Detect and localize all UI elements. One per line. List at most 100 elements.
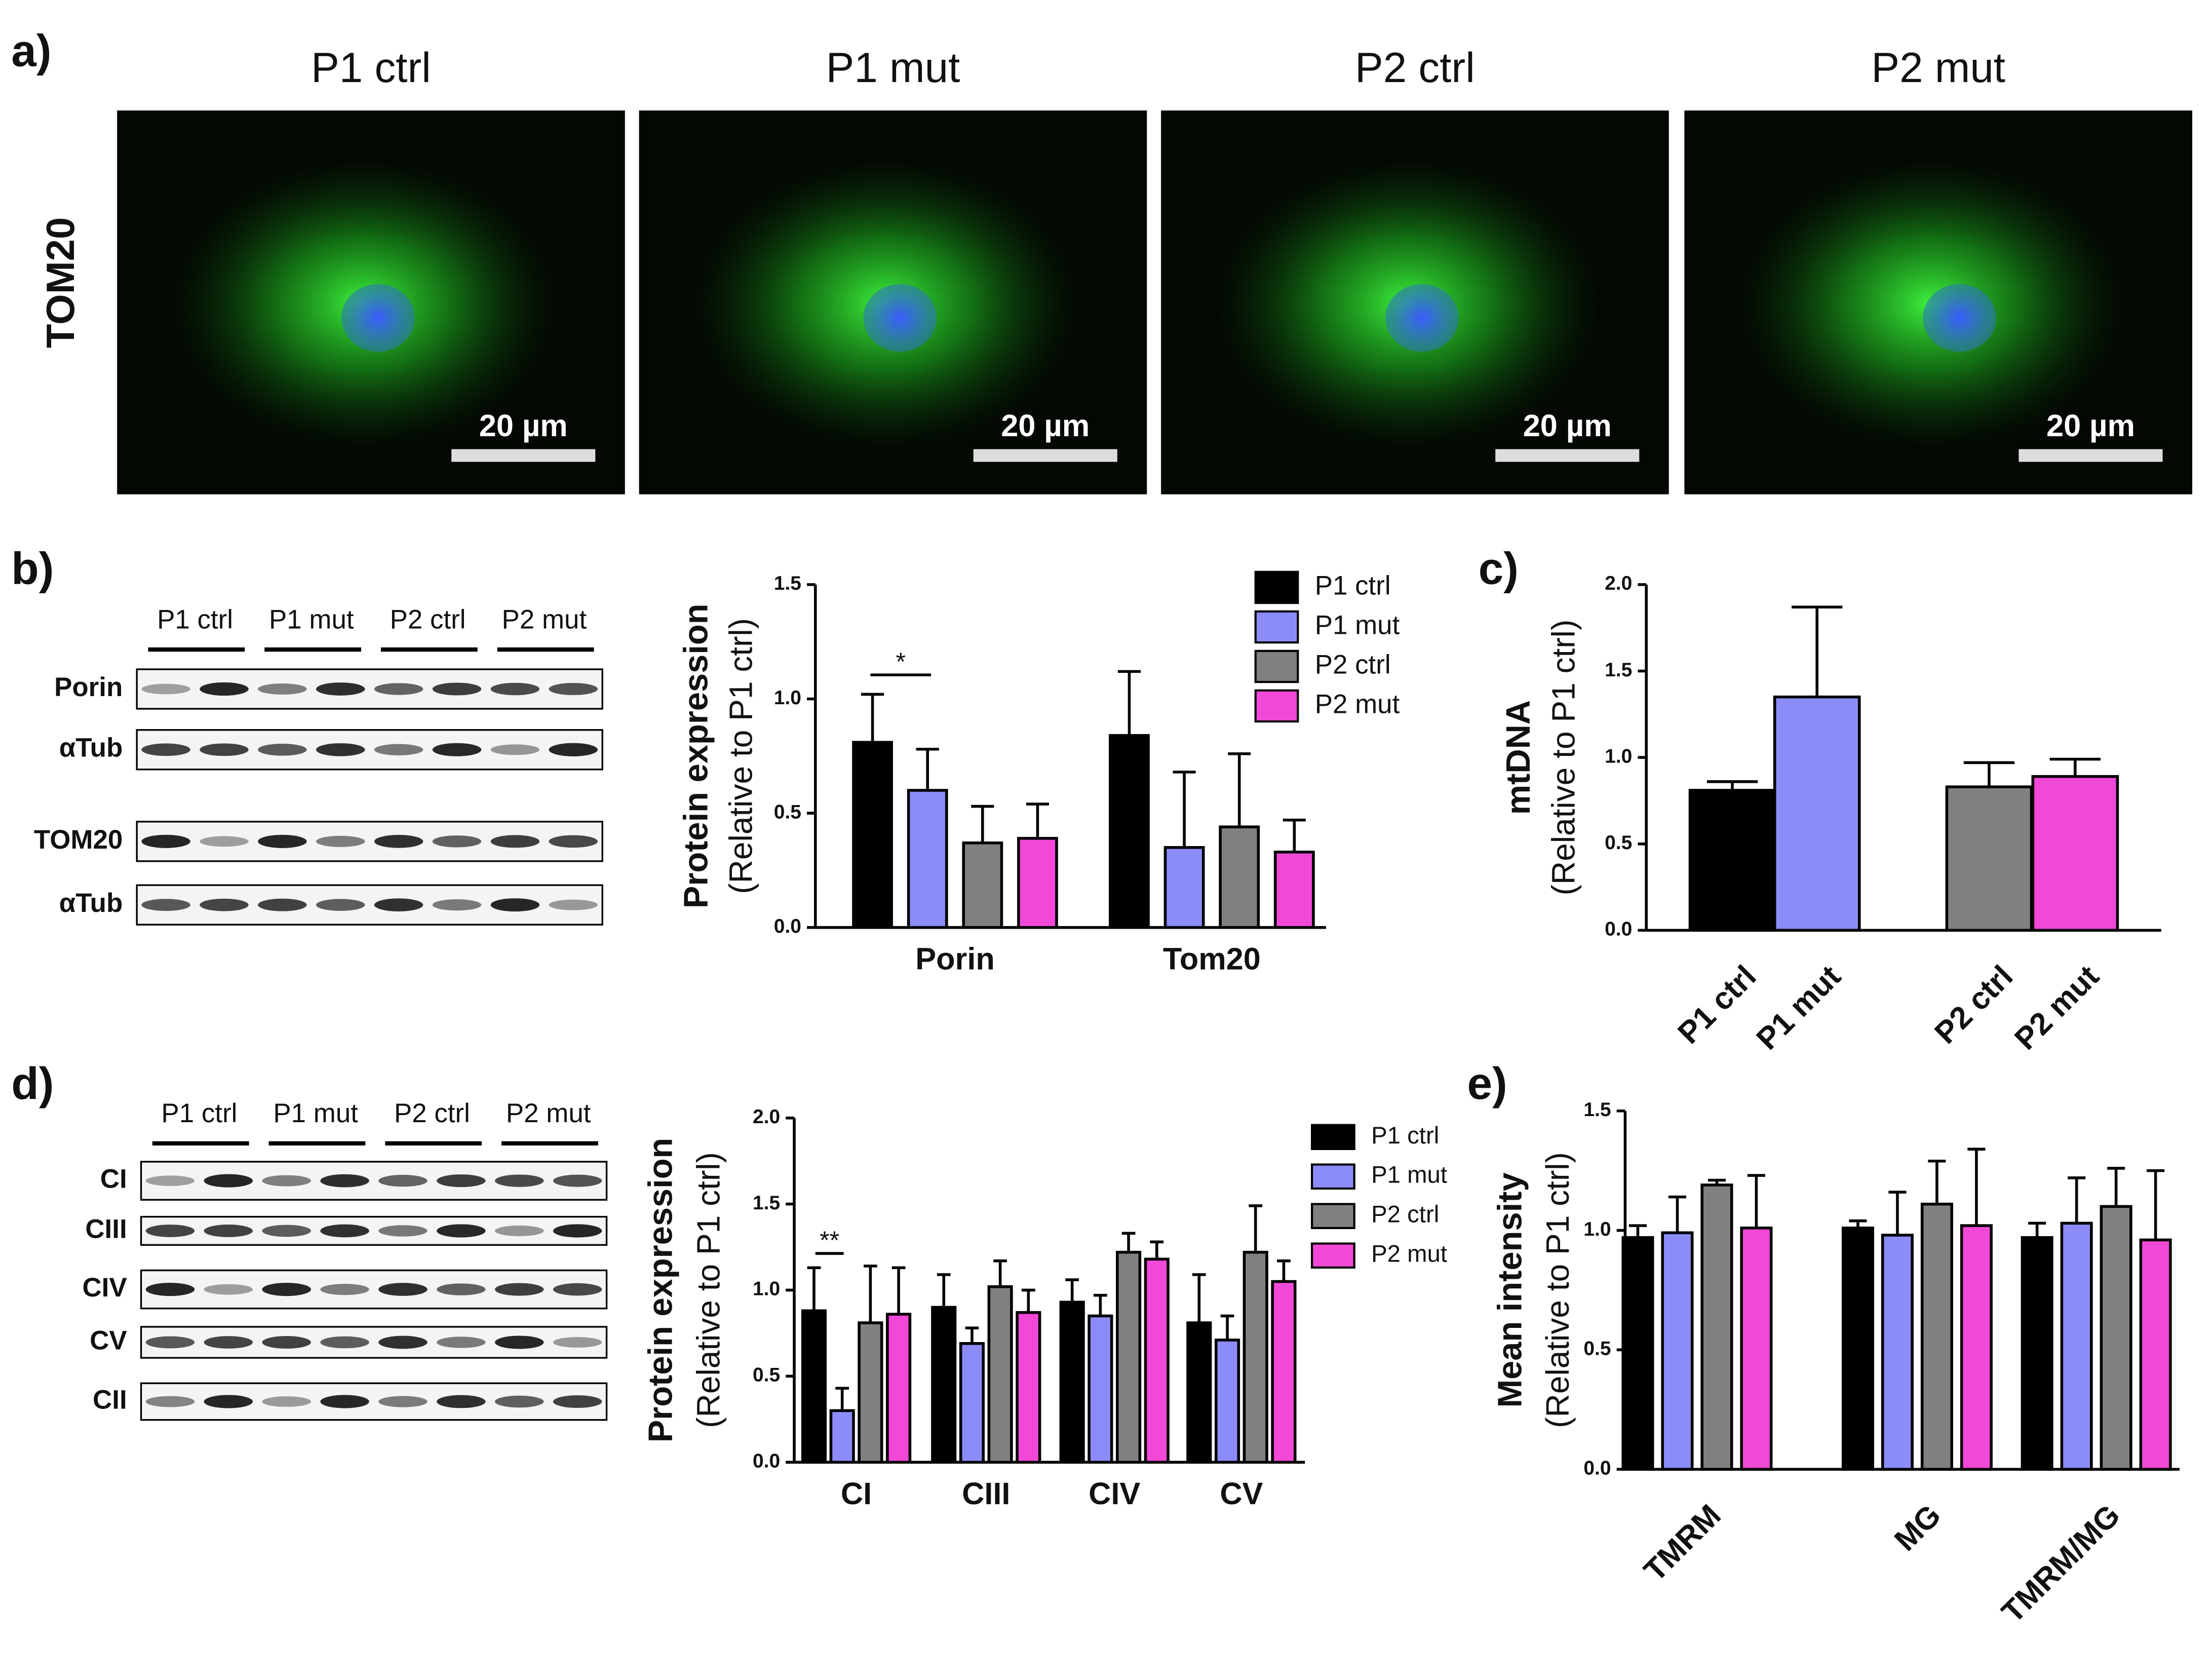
band bbox=[145, 1336, 195, 1349]
column-title: P1 ctrl bbox=[311, 44, 431, 91]
y-tick-label: 0.5 bbox=[1583, 1338, 1611, 1360]
y-tick-label: 0.5 bbox=[753, 1364, 780, 1386]
band bbox=[490, 682, 540, 696]
lane-label: P1 ctrl bbox=[157, 604, 233, 634]
band bbox=[437, 1337, 486, 1348]
legend-swatch bbox=[1254, 689, 1299, 723]
blot-label: CIII bbox=[85, 1214, 127, 1244]
band bbox=[145, 1396, 195, 1407]
x-tick-label: CI bbox=[841, 1476, 872, 1511]
bar bbox=[1115, 1250, 1142, 1464]
band bbox=[549, 899, 598, 910]
significance-label: ** bbox=[820, 1226, 839, 1254]
band bbox=[258, 898, 307, 911]
band bbox=[145, 1225, 195, 1237]
y-tick-label: 1.5 bbox=[1583, 1099, 1611, 1121]
bar bbox=[1841, 1227, 1874, 1471]
band bbox=[141, 899, 190, 911]
scale-bar bbox=[973, 449, 1117, 462]
bar bbox=[1109, 734, 1150, 929]
x-tick-label: TMRM/MG bbox=[1995, 1498, 2126, 1629]
legend-label: P1 ctrl bbox=[1315, 570, 1391, 600]
bar bbox=[1700, 1183, 1733, 1471]
legend-swatch bbox=[1311, 1203, 1355, 1229]
band bbox=[320, 1336, 369, 1349]
bar bbox=[1920, 1202, 1953, 1471]
band bbox=[316, 899, 365, 911]
band bbox=[141, 743, 190, 756]
bar bbox=[852, 741, 893, 929]
bar bbox=[1214, 1339, 1240, 1464]
band bbox=[378, 1283, 428, 1296]
band bbox=[200, 682, 249, 696]
band bbox=[145, 1175, 195, 1186]
x-tick-label: CIII bbox=[962, 1476, 1010, 1511]
band bbox=[141, 834, 190, 848]
band bbox=[549, 682, 598, 696]
bar bbox=[1088, 1314, 1113, 1464]
bar bbox=[2100, 1205, 2132, 1471]
legend-swatch bbox=[1254, 570, 1299, 604]
panel-label: c) bbox=[1479, 543, 1519, 593]
bar bbox=[959, 1342, 985, 1464]
y-tick-label: 0.0 bbox=[753, 1450, 780, 1472]
band bbox=[495, 1174, 544, 1187]
band bbox=[204, 1336, 253, 1349]
y-axis-title: mtDNA bbox=[1499, 700, 1537, 815]
y-axis-title: Protein expression bbox=[677, 603, 715, 908]
band bbox=[432, 899, 482, 911]
scale-bar bbox=[451, 449, 596, 462]
bar bbox=[1017, 836, 1058, 929]
legend-label: P1 ctrl bbox=[1371, 1122, 1439, 1149]
band bbox=[378, 1174, 428, 1187]
band bbox=[553, 1224, 602, 1238]
band bbox=[437, 1174, 486, 1188]
blot-label: CI bbox=[100, 1164, 127, 1194]
lane-label: P2 mut bbox=[502, 604, 587, 634]
column-title: P1 mut bbox=[826, 44, 960, 91]
band bbox=[262, 1175, 311, 1187]
bar bbox=[2060, 1221, 2093, 1471]
band bbox=[141, 683, 190, 695]
bar bbox=[1273, 850, 1315, 929]
band bbox=[204, 1174, 253, 1188]
band bbox=[262, 1336, 311, 1349]
band bbox=[490, 835, 540, 848]
panel-label: d) bbox=[11, 1058, 54, 1109]
band bbox=[316, 835, 365, 847]
bar bbox=[1945, 785, 2033, 932]
bar bbox=[1688, 789, 1776, 932]
legend-swatch bbox=[1311, 1163, 1355, 1190]
bar bbox=[1144, 1257, 1170, 1464]
y-tick-label: 1.0 bbox=[774, 687, 801, 709]
y-tick-label: 1.0 bbox=[1605, 745, 1632, 767]
bar bbox=[931, 1306, 957, 1464]
scale-bar-label: 20 µm bbox=[1001, 408, 1090, 443]
band bbox=[204, 1284, 253, 1295]
band bbox=[378, 1396, 428, 1407]
y-axis-title: Mean intensity bbox=[1491, 1172, 1529, 1407]
band bbox=[258, 683, 307, 695]
bar bbox=[1621, 1236, 1654, 1471]
band bbox=[374, 744, 423, 755]
band bbox=[204, 1395, 253, 1408]
lane-label: P1 mut bbox=[273, 1098, 358, 1128]
y-axis-subtitle: (Relative to P1 ctrl) bbox=[690, 1152, 727, 1428]
column-title: P2 ctrl bbox=[1355, 44, 1475, 91]
band bbox=[495, 1395, 544, 1408]
band bbox=[262, 1396, 311, 1407]
bar bbox=[1219, 825, 1260, 929]
bar bbox=[1163, 846, 1205, 929]
y-tick-label: 0.0 bbox=[1583, 1457, 1611, 1479]
band bbox=[378, 1225, 428, 1237]
legend-label: P1 mut bbox=[1315, 610, 1400, 640]
legend-swatch bbox=[1311, 1242, 1355, 1269]
bar bbox=[1881, 1234, 1914, 1471]
bar bbox=[2021, 1236, 2053, 1471]
y-tick-label: 0.5 bbox=[774, 801, 801, 823]
panel-label: a) bbox=[11, 25, 51, 75]
blot-label: Porin bbox=[54, 672, 123, 702]
legend-label: P2 ctrl bbox=[1371, 1201, 1439, 1228]
y-tick-label: 1.5 bbox=[774, 572, 801, 594]
